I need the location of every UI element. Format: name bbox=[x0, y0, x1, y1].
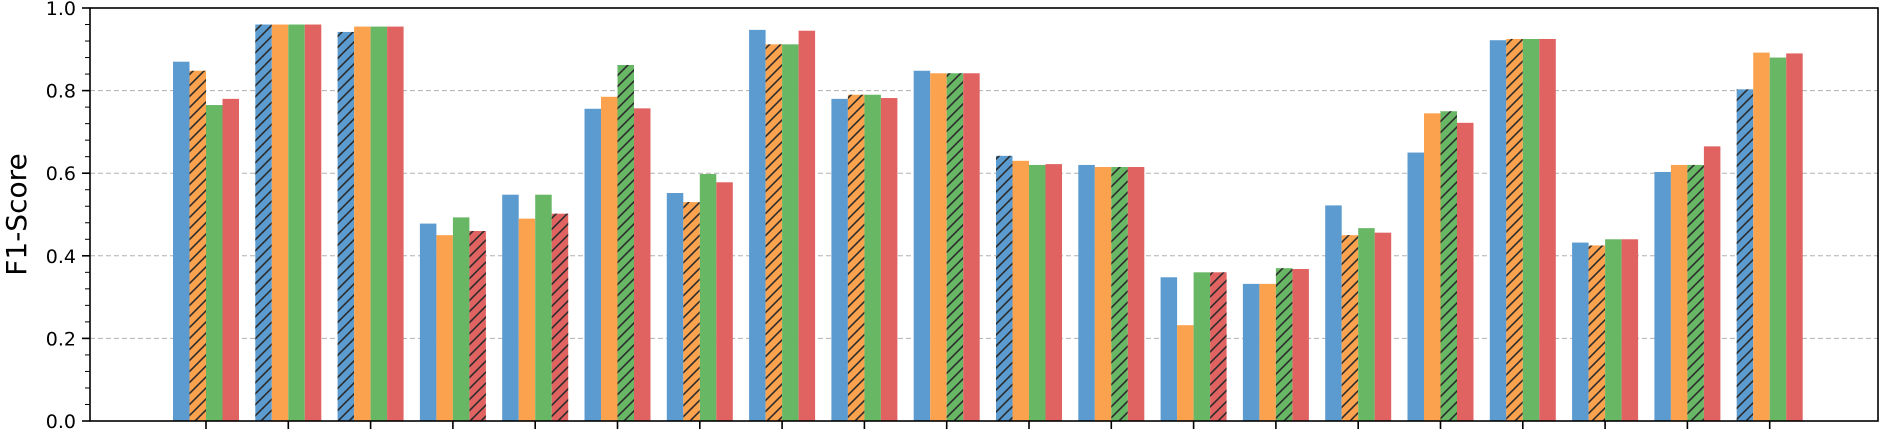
bar bbox=[1457, 122, 1474, 422]
bar bbox=[1012, 160, 1029, 421]
bar-hatch bbox=[1341, 235, 1359, 421]
bar bbox=[666, 193, 684, 421]
bar bbox=[1374, 232, 1392, 421]
bar-hatch bbox=[1506, 38, 1523, 421]
y-tick-label: 1.0 bbox=[46, 0, 76, 20]
bar bbox=[782, 44, 799, 422]
bar bbox=[1078, 164, 1095, 421]
bar bbox=[452, 217, 470, 421]
bar-hatch bbox=[1588, 245, 1606, 421]
bar bbox=[864, 94, 881, 421]
plot-frame bbox=[89, 7, 1879, 422]
bar bbox=[370, 26, 388, 422]
bar bbox=[1753, 52, 1770, 421]
y-tick-label: 0.8 bbox=[46, 81, 76, 103]
bar bbox=[831, 98, 848, 422]
bar bbox=[502, 194, 519, 421]
y-tick-label: 0.6 bbox=[46, 163, 76, 185]
bar-hatch bbox=[946, 73, 964, 421]
bar bbox=[1605, 239, 1622, 421]
bar-hatch bbox=[1736, 89, 1754, 422]
bar bbox=[1786, 53, 1803, 422]
bar-hatch bbox=[1210, 272, 1227, 421]
bar bbox=[1242, 283, 1260, 421]
bar bbox=[1572, 242, 1589, 421]
bar bbox=[1029, 164, 1046, 421]
bar bbox=[1489, 40, 1507, 422]
bar bbox=[716, 182, 733, 421]
bar bbox=[963, 73, 980, 421]
bar bbox=[601, 96, 618, 422]
bar bbox=[749, 29, 766, 421]
bar bbox=[1621, 239, 1639, 421]
axes: 0.0 0.2 0.4 0.6 0.8 1.0 bbox=[46, 0, 1879, 432]
bar bbox=[354, 26, 371, 422]
bar bbox=[387, 26, 404, 422]
bar-hatch bbox=[551, 213, 569, 421]
bar bbox=[880, 98, 898, 421]
bar-hatch bbox=[255, 24, 272, 422]
bar bbox=[1424, 113, 1441, 421]
bar bbox=[436, 235, 453, 421]
bar bbox=[222, 98, 239, 422]
bar-hatch bbox=[996, 155, 1013, 421]
bar bbox=[1522, 38, 1540, 421]
bar bbox=[173, 61, 190, 421]
bar bbox=[518, 218, 536, 421]
bar bbox=[1127, 167, 1145, 421]
bar-hatch bbox=[617, 64, 634, 421]
bar bbox=[798, 30, 816, 422]
bar bbox=[1769, 57, 1787, 422]
y-axis-title: F1-Score bbox=[0, 153, 33, 275]
bar bbox=[1193, 272, 1211, 421]
bars bbox=[173, 24, 1803, 422]
y-tick-label: 0.4 bbox=[46, 246, 76, 268]
bar-hatch bbox=[337, 31, 355, 421]
y-tick-label: 0.0 bbox=[46, 411, 76, 432]
bar bbox=[1094, 167, 1112, 421]
bar bbox=[1292, 269, 1309, 421]
bar bbox=[419, 223, 437, 421]
bar bbox=[1703, 146, 1721, 422]
bar bbox=[1670, 164, 1688, 421]
bar bbox=[1160, 277, 1178, 421]
bar bbox=[271, 24, 289, 422]
bar bbox=[304, 24, 322, 422]
bar bbox=[206, 105, 223, 422]
bar-hatch bbox=[847, 94, 865, 421]
bar bbox=[1045, 164, 1062, 421]
bar-hatch bbox=[469, 231, 486, 421]
bar bbox=[913, 70, 931, 421]
bar bbox=[930, 73, 947, 421]
bar-hatch bbox=[189, 70, 206, 421]
bar bbox=[699, 174, 717, 421]
bar bbox=[1539, 38, 1556, 421]
bar-hatch bbox=[1275, 268, 1293, 421]
bar bbox=[1358, 228, 1375, 421]
bar bbox=[1325, 205, 1342, 421]
bar bbox=[288, 24, 305, 422]
bar bbox=[1259, 283, 1276, 421]
bar-hatch bbox=[683, 202, 700, 421]
bar bbox=[1654, 171, 1671, 421]
bar-hatch bbox=[765, 44, 783, 422]
bar-hatch bbox=[1687, 164, 1704, 421]
bar bbox=[634, 108, 651, 421]
bar-hatch bbox=[1111, 167, 1128, 421]
bar bbox=[1177, 325, 1194, 421]
bar bbox=[584, 108, 601, 421]
bar bbox=[1407, 152, 1424, 422]
y-tick-label: 0.2 bbox=[46, 328, 76, 350]
bar-hatch bbox=[1440, 111, 1457, 421]
bar bbox=[535, 194, 552, 421]
